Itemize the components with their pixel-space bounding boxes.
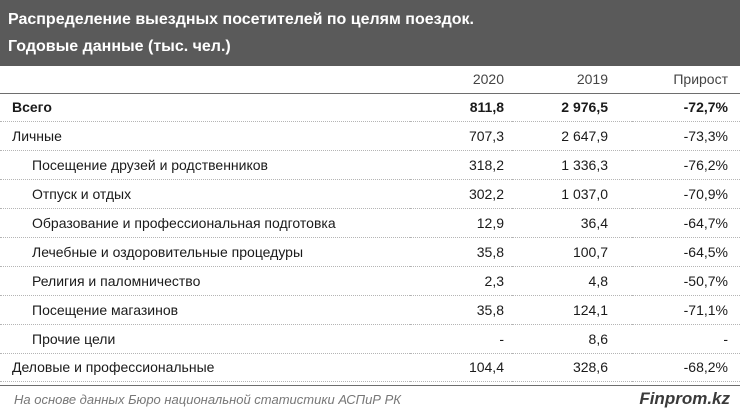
table-row-business: Деловые и профессиональные 104,4 328,6 -… [0,353,740,383]
row-value-growth: -73,3% [632,121,740,152]
column-header-growth: Прирост [632,66,740,94]
row-value-2020: - [410,324,512,354]
row-label: Посещение друзей и родственников [0,150,410,181]
title-line-1: Распределение выездных посетителей по це… [8,11,474,28]
row-value-growth: -50,7% [632,266,740,296]
row-label: Посещение магазинов [0,295,410,325]
row-label: Религия и паломничество [0,266,410,296]
row-label: Прочие цели [0,324,410,354]
row-value-2020: 302,2 [410,179,512,210]
title-line-2: Годовые данные (тыс. чел.) [8,38,231,55]
row-value-2020: 35,8 [410,237,512,267]
row-value-growth: - [632,324,740,354]
column-header-label [0,66,410,94]
row-value-2020: 2,3 [410,266,512,296]
column-header-row: 2020 2019 Прирост [0,66,740,94]
row-value-2019: 100,7 [512,237,632,267]
row-value-growth: -76,2% [632,150,740,181]
row-value-2019: 2 976,5 [512,93,632,123]
table-row: Религия и паломничество 2,3 4,8 -50,7% [0,266,740,296]
row-label: Образование и профессиональная подготовк… [0,208,410,238]
row-value-2020: 707,3 [410,121,512,152]
row-value-2020: 35,8 [410,295,512,325]
row-value-2019: 8,6 [512,324,632,354]
row-value-2020: 104,4 [410,353,512,383]
row-value-growth: -71,1% [632,295,740,325]
row-label: Лечебные и оздоровительные процедуры [0,237,410,267]
row-value-2019: 36,4 [512,208,632,238]
row-value-2020: 318,2 [410,150,512,181]
brand-logo: Finprom.kz [639,389,730,408]
row-value-growth: -68,2% [632,353,740,383]
row-value-growth: -64,5% [632,237,740,267]
row-value-2019: 124,1 [512,295,632,325]
row-value-2019: 2 647,9 [512,121,632,152]
table-row: Образование и профессиональная подготовк… [0,208,740,238]
table-row: Посещение друзей и родственников 318,2 1… [0,150,740,181]
row-label: Личные [0,121,410,152]
row-value-growth: -72,7% [632,93,740,123]
table-footer: На основе данных Бюро национальной стати… [0,385,740,417]
table-row: Посещение магазинов 35,8 124,1 -71,1% [0,295,740,325]
row-value-2020: 811,8 [410,93,512,123]
table-row: Прочие цели - 8,6 - [0,324,740,354]
row-value-2019: 4,8 [512,266,632,296]
table-row: Лечебные и оздоровительные процедуры 35,… [0,237,740,267]
table-row-total: Всего 811,8 2 976,5 -72,7% [0,93,740,123]
row-label: Деловые и профессиональные [0,353,410,383]
table-row-personal: Личные 707,3 2 647,9 -73,3% [0,121,740,152]
row-value-2019: 328,6 [512,353,632,383]
row-value-growth: -70,9% [632,179,740,210]
source-note: На основе данных Бюро национальной стати… [14,392,401,407]
row-value-growth: -64,7% [632,208,740,238]
row-label: Отпуск и отдых [0,179,410,210]
row-label: Всего [0,93,410,123]
table-row: Отпуск и отдых 302,2 1 037,0 -70,9% [0,179,740,210]
row-value-2019: 1 336,3 [512,150,632,181]
purpose-table: 2020 2019 Прирост Всего 811,8 2 976,5 -7… [0,66,740,383]
row-value-2019: 1 037,0 [512,179,632,210]
column-header-2019: 2019 [512,66,632,94]
column-header-2020: 2020 [410,66,512,94]
table-header-banner: Распределение выездных посетителей по це… [0,0,740,66]
row-value-2020: 12,9 [410,208,512,238]
